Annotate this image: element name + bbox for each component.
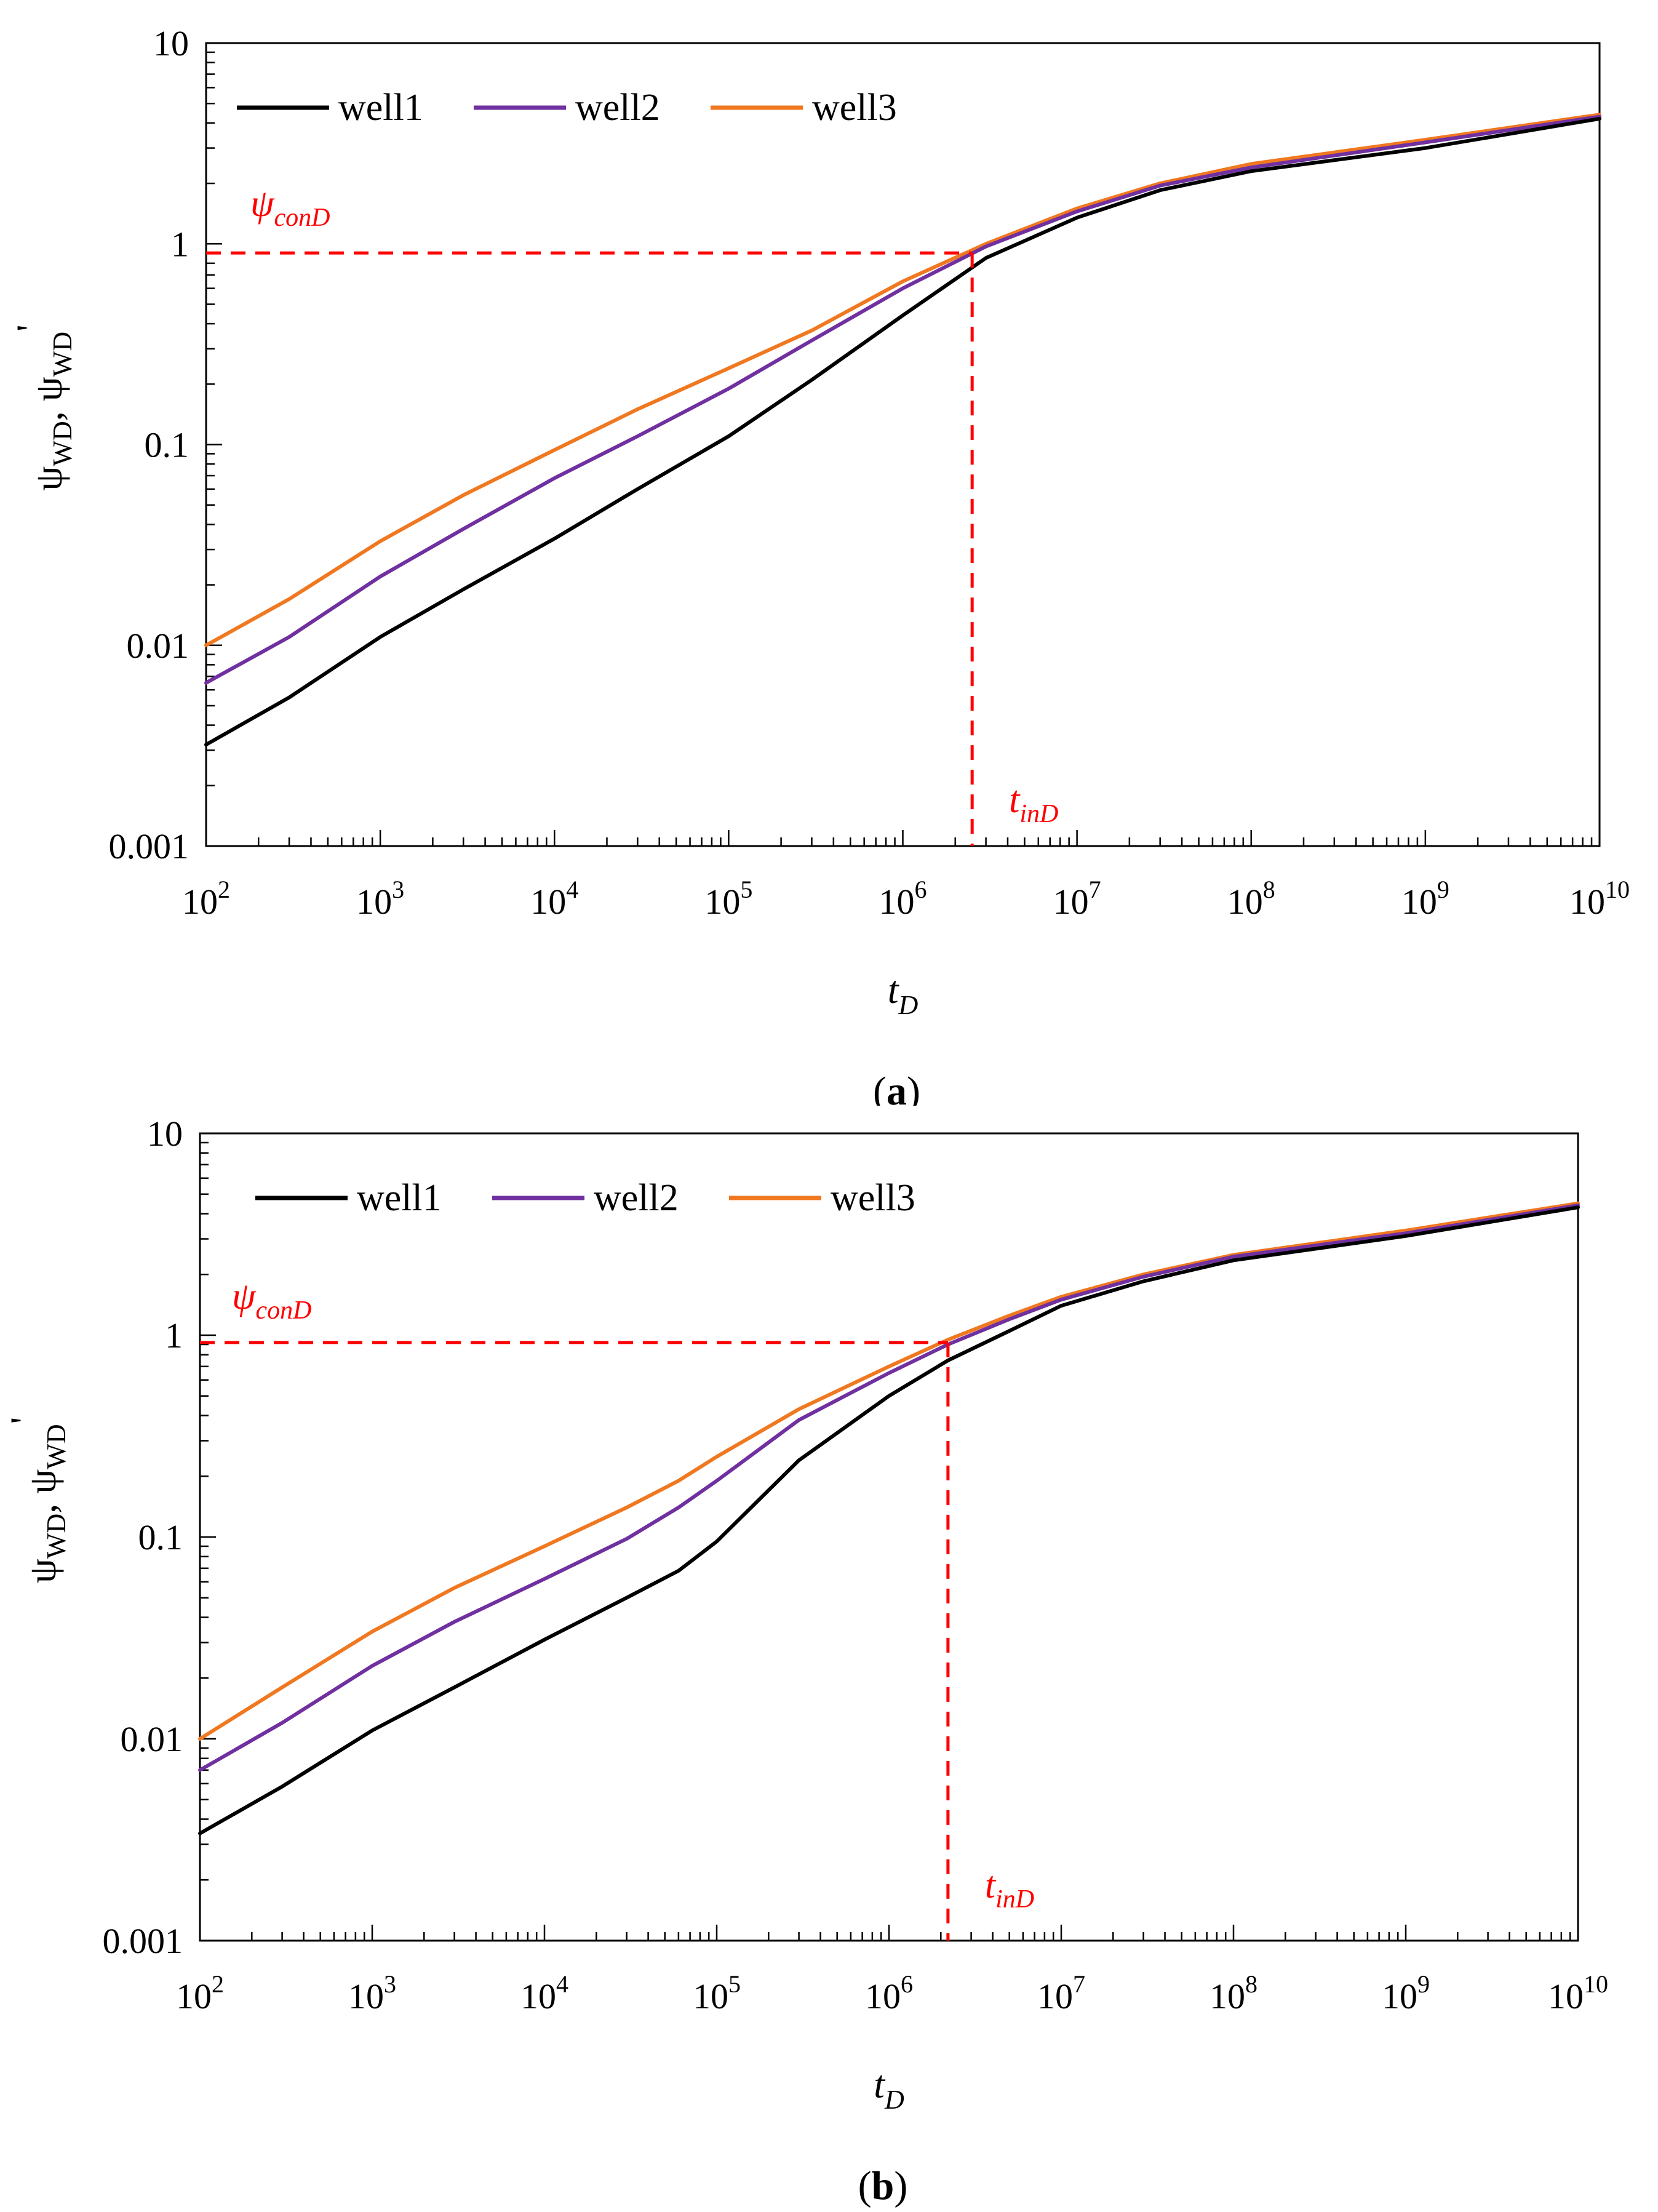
panel-caption: (a) [873,1069,920,1106]
y-tick-label: 1 [165,1316,183,1356]
legend-label-well3: well3 [831,1177,915,1219]
plot-frame [205,42,1601,847]
series-line-well1 [198,1205,1580,1835]
x-tick-label: 103 [356,876,404,922]
x-tick-label: 107 [1037,1970,1085,2016]
x-tick-label: 109 [1401,876,1449,922]
legend-label-well2: well2 [594,1177,679,1219]
series-line-well1 [204,116,1601,747]
x-axis-label: tD [888,968,919,1020]
x-tick-label: 1010 [1569,876,1630,922]
legend-label-well1: well1 [338,87,423,129]
psi-con-label: ψconD [250,183,330,232]
y-tick-label: 10 [147,1114,183,1154]
y-tick-label: 10 [153,23,189,63]
chart-panel-a: 102 103 104 105 106 107 108 109 1010 0.001 0.01 0.1… [8,23,1630,1106]
legend-label-well2: well2 [575,87,660,129]
series-line-well2 [204,114,1601,685]
series-line-well3 [204,113,1601,647]
chart-svg: 102 103 104 105 106 107 108 109 1010 0.001 0.01 0.1… [2,1114,1608,2208]
y-tick-label: 1 [171,224,189,264]
x-tick-label: 102 [176,1970,224,2016]
x-tick-label: 108 [1210,1970,1257,2016]
x-tick-label: 109 [1382,1970,1430,2016]
y-tick-label: 0.1 [145,425,189,465]
y-axis-label: ψWD, ψWD' [2,1417,71,1583]
series-line-well3 [198,1201,1580,1741]
x-axis-label: tD [874,2062,904,2115]
panel-caption: (b) [858,2163,908,2208]
legend-label-well3: well3 [812,87,897,129]
x-tick-label: 104 [530,876,578,922]
x-tick-label: 1010 [1548,1970,1608,2016]
psi-con-label: ψconD [232,1276,312,1325]
series-line-well2 [198,1203,1580,1772]
y-axis-label: ψWD, ψWD' [8,324,78,490]
x-tick-label: 106 [879,876,927,922]
x-tick-label: 105 [693,1970,741,2016]
chart-svg: 102 103 104 105 106 107 108 109 1010 0.001 0.01 0.1… [8,23,1630,1106]
x-tick-label: 104 [520,1970,568,2016]
x-tick-label: 102 [182,876,230,922]
legend-label-well1: well1 [357,1177,442,1219]
x-tick-label: 108 [1227,876,1275,922]
t-in-label: tinD [1009,779,1058,828]
y-tick-label: 0.1 [138,1517,183,1557]
x-tick-label: 106 [865,1970,913,2016]
plot-frame [199,1132,1579,1942]
x-tick-label: 105 [704,876,752,922]
t-in-label: tinD [985,1864,1034,1914]
y-tick-label: 0.001 [103,1921,183,1961]
y-tick-label: 0.01 [127,626,189,666]
chart-panel-b: 102 103 104 105 106 107 108 109 1010 0.001 0.01 0.1… [0,1106,1658,2212]
x-tick-label: 107 [1053,876,1101,922]
x-tick-label: 103 [348,1970,396,2016]
y-tick-label: 0.01 [121,1719,183,1759]
y-tick-label: 0.001 [109,826,189,866]
